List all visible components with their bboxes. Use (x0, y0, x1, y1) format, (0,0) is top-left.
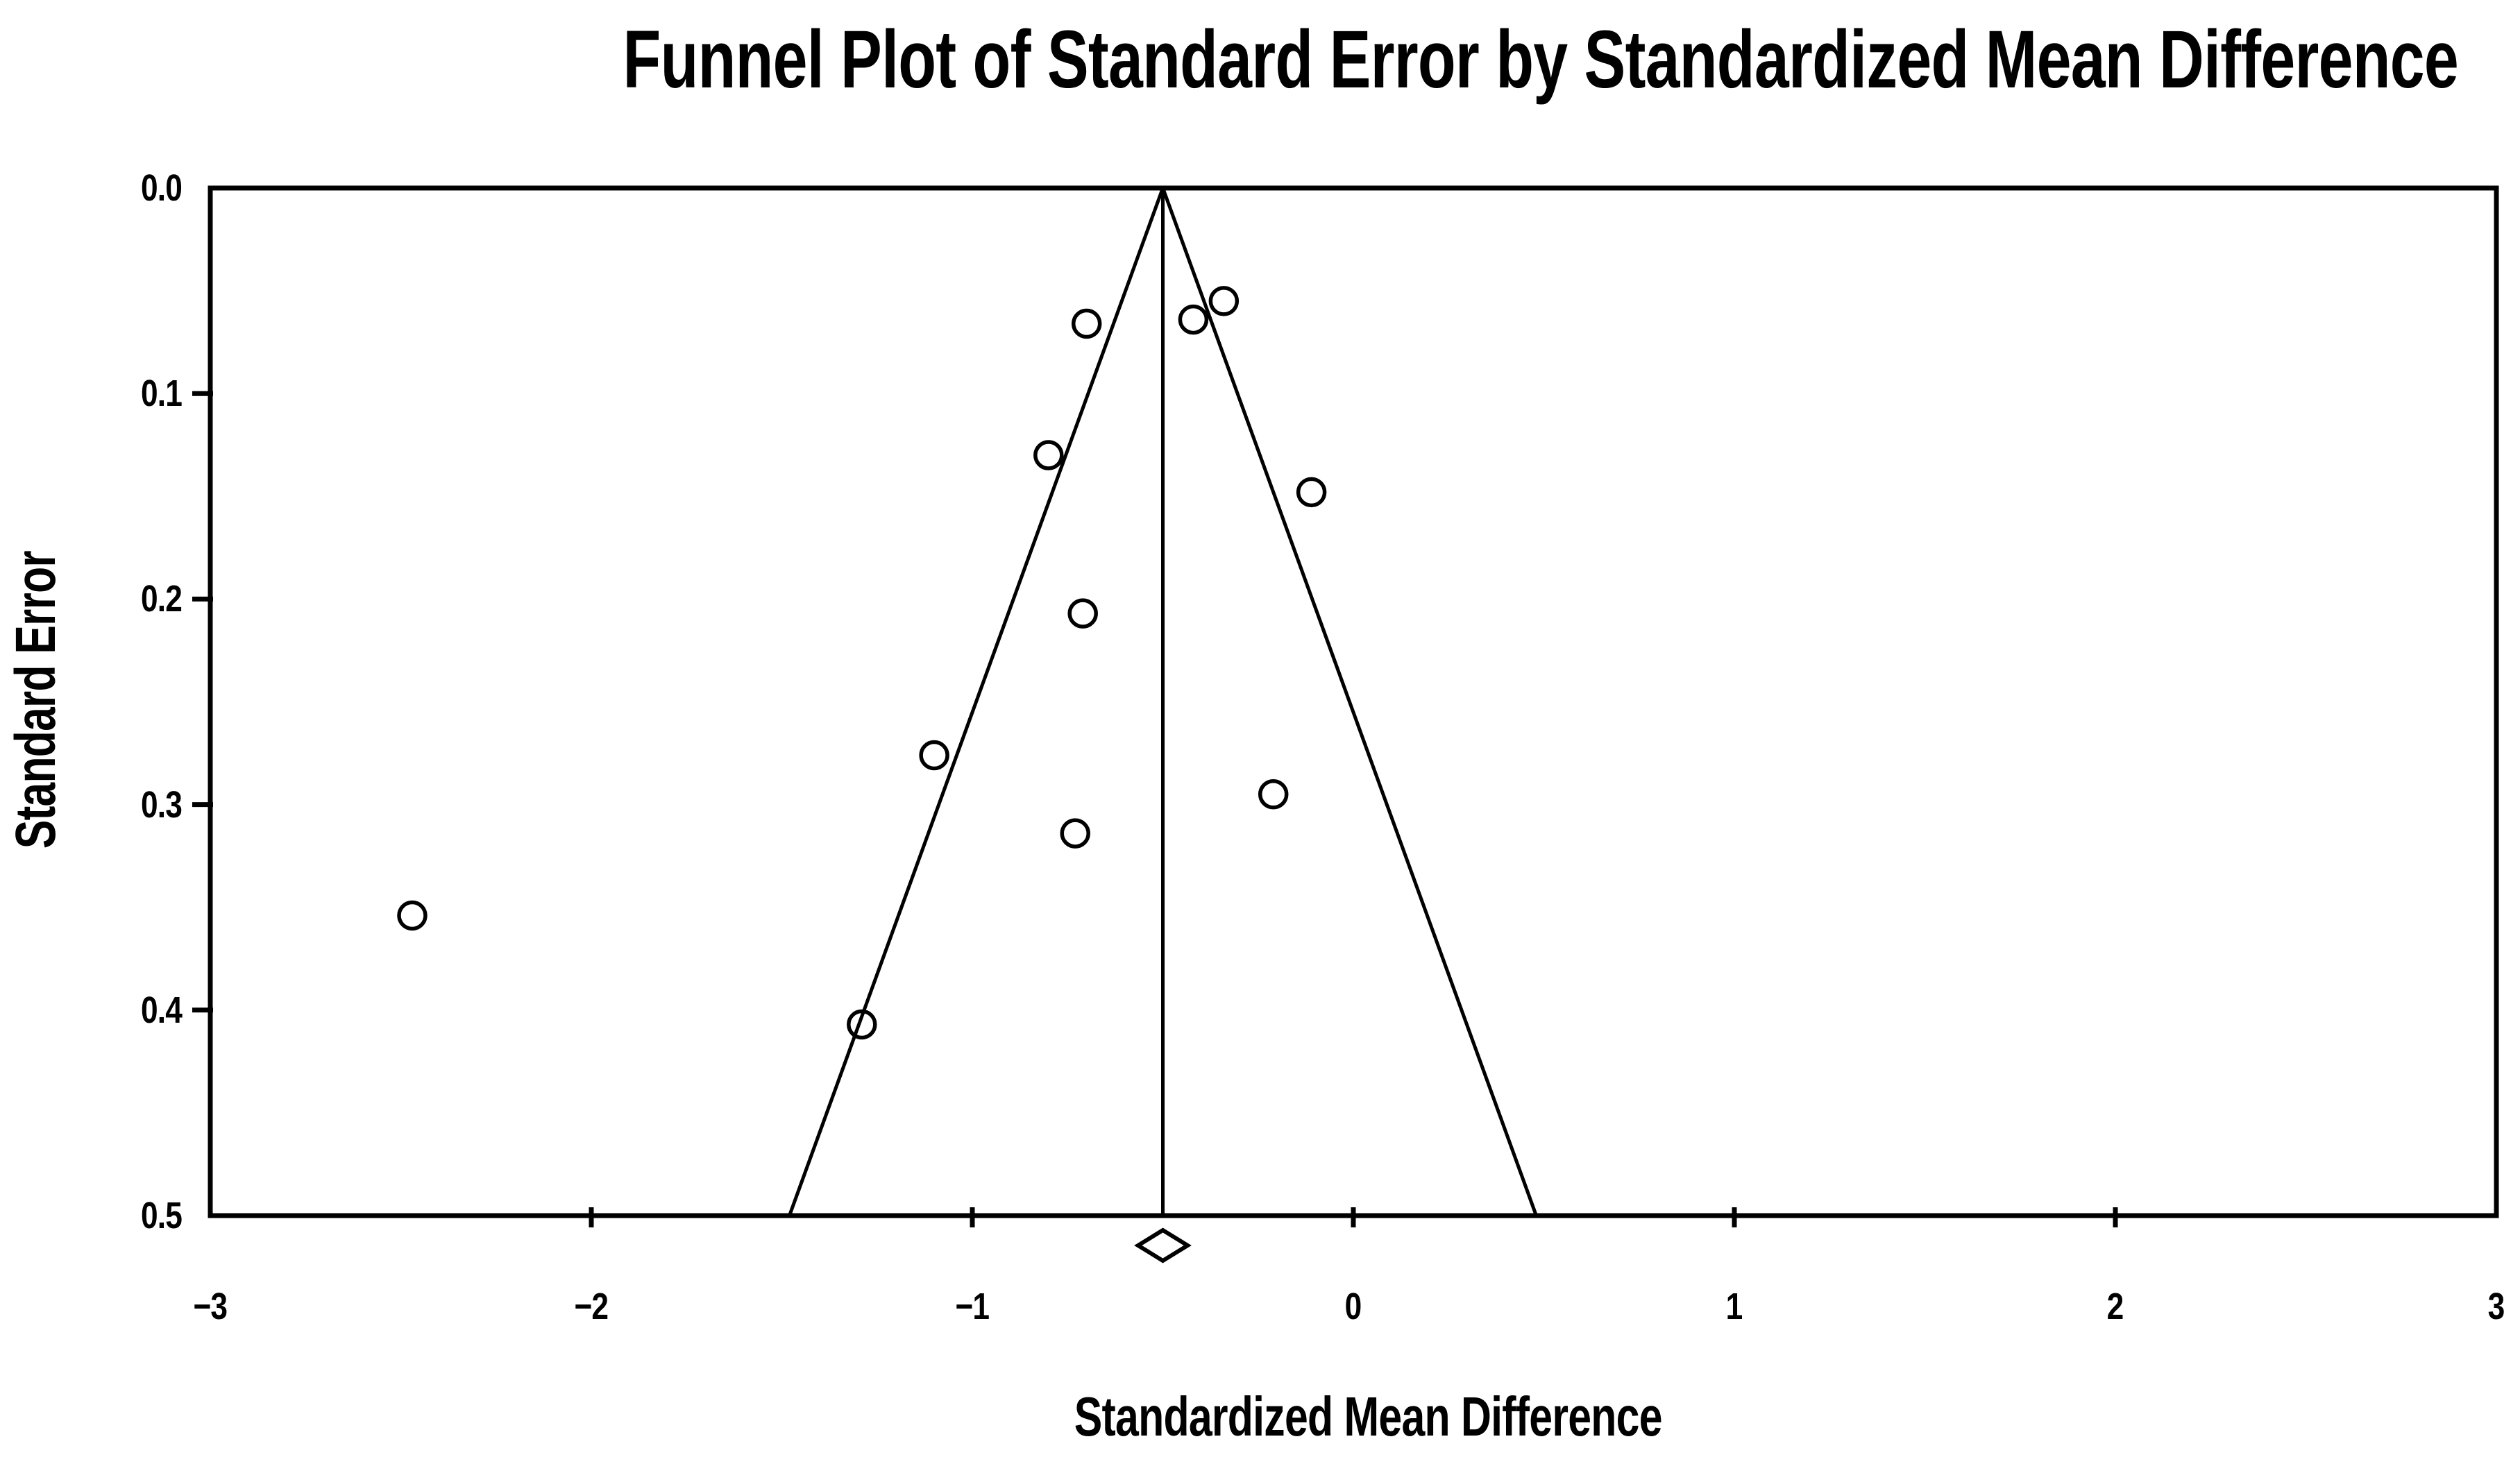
study-point (919, 740, 949, 771)
study-point (397, 900, 428, 931)
funnel-left-boundary (788, 187, 1165, 1216)
chart-title-text: Funnel Plot of Standard Error by Standar… (623, 14, 2459, 105)
pooled-effect-diamond (1134, 1227, 1192, 1263)
funnel-right-boundary (1161, 187, 1538, 1216)
plot-border (208, 185, 2499, 1218)
y-tick-label: 0.3 (140, 783, 183, 826)
y-tick-label: 0.2 (140, 578, 183, 620)
study-point (1060, 818, 1090, 849)
y-tick-label: 0.0 (140, 167, 183, 209)
y-tick-label: 0.4 (140, 989, 183, 1031)
x-tick-label: −1 (955, 1286, 990, 1327)
study-point (1071, 308, 1102, 339)
study-point (847, 1009, 877, 1040)
x-tick-label: 3 (2488, 1286, 2505, 1327)
study-point (1296, 477, 1327, 508)
x-tick-label: −3 (193, 1286, 228, 1327)
x-tick-label: 0 (1345, 1286, 1362, 1327)
study-point (1033, 440, 1064, 470)
x-tick-label: 1 (1726, 1286, 1743, 1327)
x-axis-title-text: Standardized Mean Difference (1074, 1386, 1662, 1447)
x-axis-title: Standardized Mean Difference (674, 1388, 2062, 1446)
chart-title: Funnel Plot of Standard Error by Standar… (333, 18, 2512, 101)
x-tick-label: 2 (2107, 1286, 2124, 1327)
x-tick-label: −2 (574, 1286, 609, 1327)
y-tick-label: 0.5 (140, 1195, 183, 1236)
y-tick-label: 0.1 (140, 373, 183, 415)
study-point (1208, 286, 1240, 316)
study-point (1067, 598, 1098, 629)
study-point (1178, 304, 1209, 335)
study-point (1258, 779, 1289, 810)
